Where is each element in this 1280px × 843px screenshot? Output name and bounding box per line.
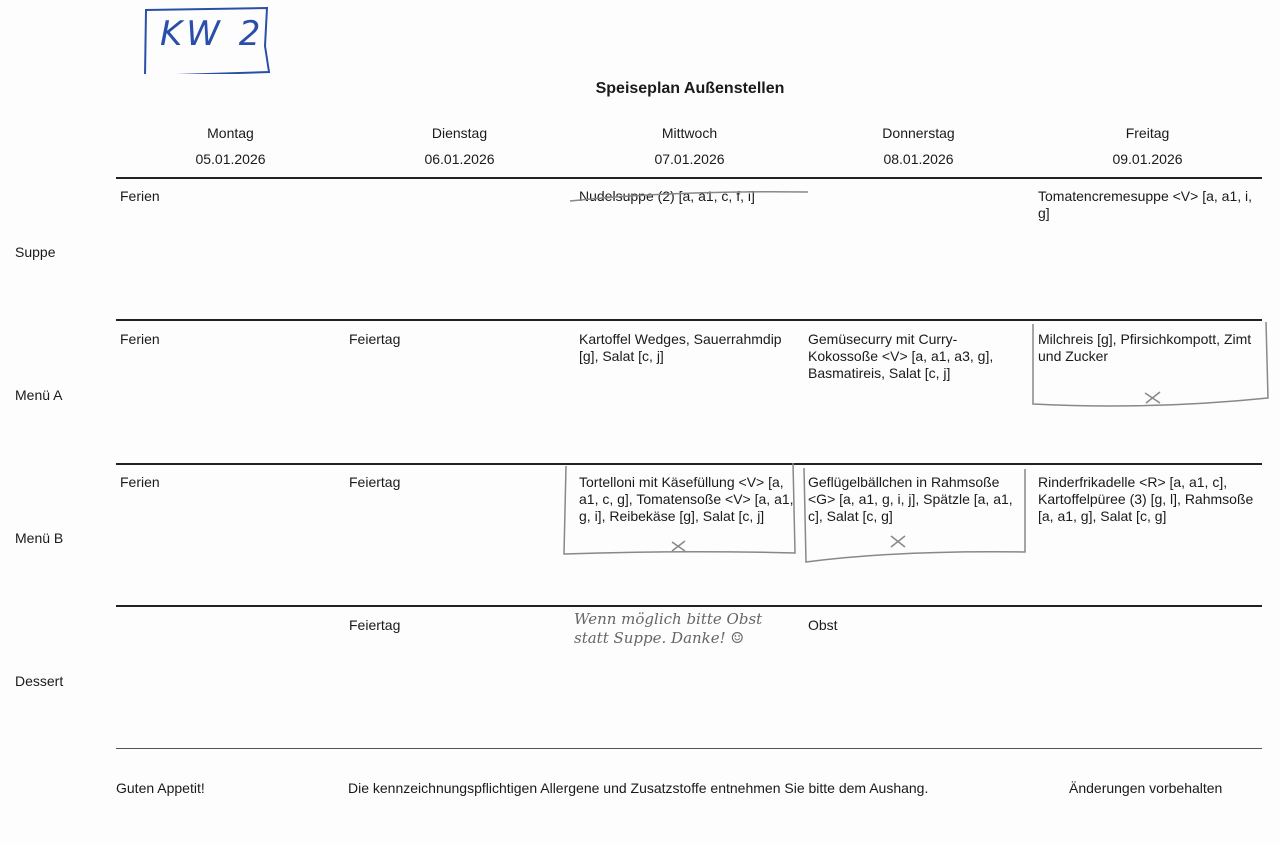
- menu-cell: Gemüsecurry mit Curry-Kokossoße <V> [a, …: [808, 331, 994, 381]
- footer-left: Guten Appetit!: [116, 780, 205, 796]
- menu-cell: Tortelloni mit Käsefüllung <V> [a, a1, c…: [579, 474, 794, 524]
- day-date: 05.01.2026: [195, 151, 266, 167]
- x-mark: [890, 535, 906, 548]
- day-header-montag: Montag 05.01.2026: [116, 120, 345, 172]
- menu-cell: Rinderfrikadelle <R> [a, a1, c], Kartoff…: [1038, 474, 1254, 524]
- menu-cell: Ferien: [120, 474, 160, 490]
- menu-cell: Feiertag: [349, 331, 401, 347]
- menu-cell: Ferien: [120, 331, 160, 347]
- day-date: 06.01.2026: [424, 151, 495, 167]
- day-date: 07.01.2026: [654, 151, 725, 167]
- menu-cell: Obst: [808, 617, 838, 633]
- divider: [116, 463, 1262, 465]
- x-mark: [671, 540, 686, 552]
- menu-cell: Feiertag: [349, 617, 401, 633]
- handwritten-note: Wenn möglich bitte Obst statt Suppe. Dan…: [574, 610, 763, 647]
- divider: [116, 177, 1262, 179]
- divider: [116, 605, 1262, 607]
- menu-cell: Kartoffel Wedges, Sauerrahmdip [g], Sala…: [579, 331, 782, 364]
- menu-cell: Feiertag: [349, 474, 401, 490]
- box-menu-b-mittwoch: [563, 462, 796, 555]
- row-label: Suppe: [15, 244, 56, 260]
- day-name: Donnerstag: [882, 125, 955, 141]
- day-header-mittwoch: Mittwoch 07.01.2026: [575, 120, 804, 172]
- row-label: Menü B: [15, 530, 64, 546]
- kw-box: [144, 6, 271, 74]
- footer-center: Die kennzeichnungspflichtigen Allergene …: [348, 780, 929, 796]
- day-header-dienstag: Dienstag 06.01.2026: [345, 120, 574, 172]
- day-name: Mittwoch: [661, 125, 718, 141]
- day-name: Dienstag: [431, 125, 488, 141]
- menu-cell: Ferien: [120, 188, 160, 204]
- menu-cell: Tomatencremesuppe <V> [a, a1, i, g]: [1038, 188, 1253, 221]
- day-date: 08.01.2026: [883, 151, 954, 167]
- day-date: 09.01.2026: [1112, 151, 1183, 167]
- box-menu-a-freitag: [1032, 321, 1269, 407]
- menu-cell: Geflügelbällchen in Rahmsoße <G> [a, a1,…: [808, 474, 1013, 524]
- menu-cell: Milchreis [g], Pfirsichkompott, Zimt und…: [1038, 331, 1252, 364]
- divider: [116, 319, 1262, 321]
- day-header-freitag: Freitag 09.01.2026: [1033, 120, 1262, 172]
- divider: [116, 748, 1262, 749]
- handwritten-week-label: KW 2: [160, 14, 265, 54]
- day-name: Freitag: [1125, 125, 1170, 141]
- row-label: Menü A: [15, 387, 63, 403]
- x-mark: [1144, 391, 1161, 404]
- strikethrough: [569, 190, 809, 202]
- page-title: Speiseplan Außenstellen: [595, 80, 785, 97]
- footer-right: Änderungen vorbehalten: [1069, 780, 1223, 796]
- day-name: Montag: [207, 125, 254, 141]
- day-header-donnerstag: Donnerstag 08.01.2026: [804, 120, 1033, 172]
- row-label: Dessert: [15, 673, 64, 689]
- box-menu-b-donnerstag: [803, 467, 1026, 563]
